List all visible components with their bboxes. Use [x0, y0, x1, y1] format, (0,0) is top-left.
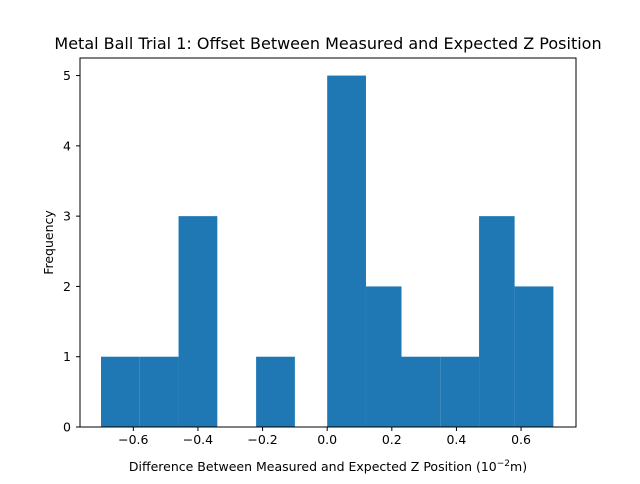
x-axis-label-exponent: −2: [497, 459, 510, 469]
x-tick-label: 0.0: [317, 432, 337, 447]
x-axis-label-main: Difference Between Measured and Expected…: [129, 459, 497, 474]
x-tick-label: 0.6: [511, 432, 531, 447]
y-tick-label: 2: [63, 279, 71, 294]
histogram-bar-10: [479, 216, 515, 427]
histogram-bar-11: [514, 286, 554, 427]
y-tick-label: 0: [63, 420, 71, 435]
histogram-bar-9: [440, 356, 480, 427]
x-tick-label: −0.6: [118, 432, 148, 447]
x-axis: −0.6 −0.4 −0.2 0.0 0.2 0.4 0.6: [118, 427, 531, 447]
y-axis: 0 1 2 3 4 5: [63, 68, 80, 435]
y-tick-label: 3: [63, 209, 71, 224]
histogram-bar-6: [327, 75, 366, 428]
x-tick-label: −0.4: [183, 432, 213, 447]
bars-group: [101, 75, 554, 428]
histogram-bar-1: [139, 356, 179, 427]
y-tick-label: 4: [63, 138, 71, 153]
chart-title: Metal Ball Trial 1: Offset Between Measu…: [54, 34, 601, 53]
y-tick-label: 1: [63, 349, 71, 364]
x-tick-label: −0.2: [247, 432, 277, 447]
histogram-bar-2: [178, 216, 218, 427]
x-axis-label: Difference Between Measured and Expected…: [129, 459, 527, 474]
histogram-bar-0: [101, 356, 140, 427]
histogram-bar-4: [256, 356, 295, 427]
axes-frame: [79, 57, 577, 428]
x-axis-label-unit: m): [510, 459, 527, 474]
histogram-bar-8: [401, 356, 441, 427]
y-axis-label: Frequency: [41, 210, 56, 275]
x-tick-label: 0.2: [382, 432, 402, 447]
y-tick-label: 5: [63, 68, 71, 83]
histogram-bar-7: [365, 286, 402, 427]
x-tick-label: 0.4: [446, 432, 466, 447]
